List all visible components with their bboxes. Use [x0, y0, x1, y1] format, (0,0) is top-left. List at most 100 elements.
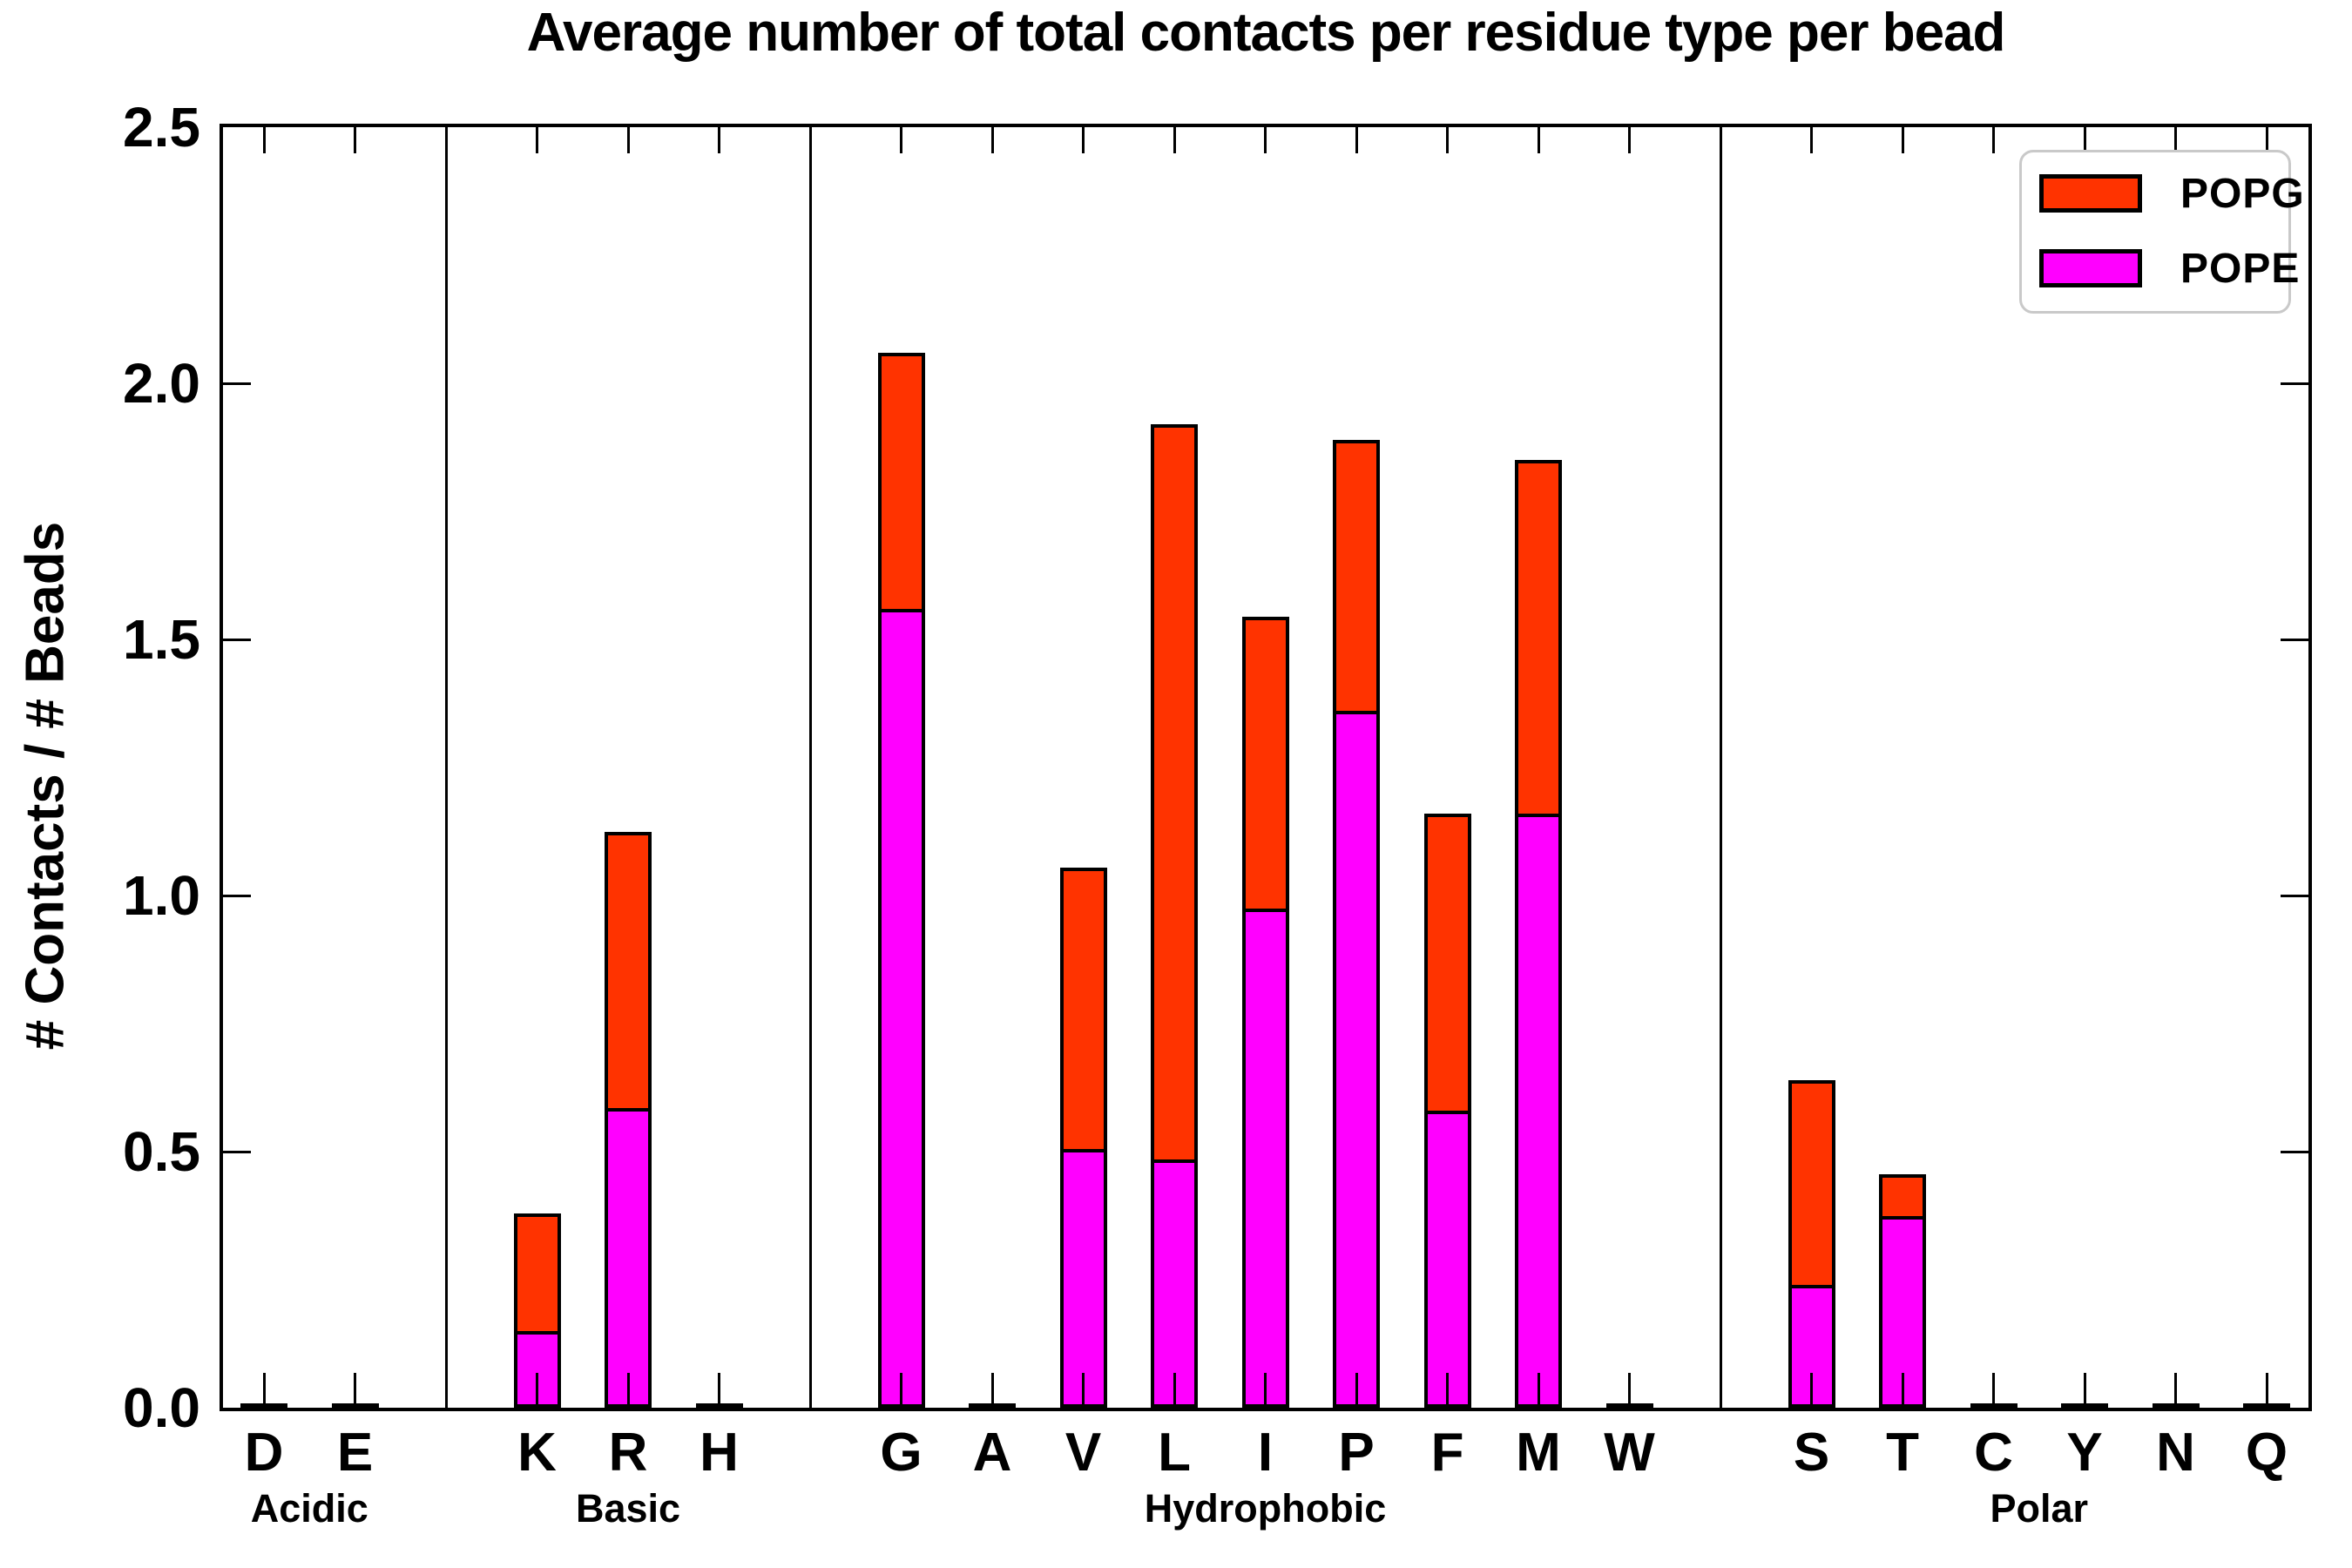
bar-L-pope — [1151, 1159, 1198, 1408]
legend-item-pope: POPE — [2039, 246, 2300, 292]
x-tick-top-P — [1355, 127, 1358, 153]
y-tick-label-0.0: 0.0 — [123, 1376, 200, 1439]
x-label-S: S — [1793, 1423, 1830, 1483]
x-label-W: W — [1604, 1423, 1655, 1483]
bar-R-pope — [605, 1108, 652, 1408]
y-axis-label: # Contacts / # Beads — [15, 521, 76, 1051]
x-label-N: N — [2156, 1423, 2195, 1483]
y-tick-left-1.0 — [223, 894, 251, 897]
x-tick-top-K — [536, 127, 538, 153]
x-tick-bottom-D — [262, 1373, 266, 1408]
group-label-hydrophobic: Hydrophobic — [1144, 1486, 1387, 1531]
bar-P-popg — [1333, 439, 1380, 715]
x-tick-bottom-M — [1537, 1373, 1540, 1408]
y-tick-right-1.5 — [2281, 638, 2308, 641]
bar-V-pope — [1059, 1149, 1107, 1408]
x-label-P: P — [1338, 1423, 1375, 1483]
y-tick-right-1.0 — [2281, 894, 2308, 897]
x-tick-top-D — [262, 127, 266, 153]
x-tick-bottom-P — [1355, 1373, 1358, 1408]
x-tick-bottom-S — [1810, 1373, 1813, 1408]
x-label-Y: Y — [2066, 1423, 2103, 1483]
group-divider — [444, 127, 448, 1408]
x-tick-top-Q — [2265, 127, 2268, 153]
x-tick-top-E — [354, 127, 356, 153]
bar-F-popg — [1423, 813, 1471, 1114]
x-label-E: E — [336, 1423, 374, 1483]
x-label-H: H — [700, 1423, 739, 1483]
bar-V-popg — [1059, 867, 1107, 1153]
x-tick-bottom-R — [626, 1373, 630, 1408]
x-tick-top-A — [990, 127, 994, 153]
x-tick-bottom-T — [1901, 1373, 1904, 1408]
x-label-A: A — [972, 1423, 1012, 1483]
x-tick-top-R — [626, 127, 630, 153]
x-tick-bottom-I — [1264, 1373, 1267, 1408]
x-tick-bottom-N — [2174, 1373, 2177, 1408]
x-tick-top-S — [1810, 127, 1813, 153]
popg-swatch — [2039, 174, 2142, 213]
group-label-acidic: Acidic — [250, 1486, 368, 1531]
y-tick-label-1.0: 1.0 — [123, 864, 200, 927]
y-tick-label-2.5: 2.5 — [123, 96, 200, 159]
x-label-G: G — [880, 1423, 923, 1483]
x-tick-bottom-E — [354, 1373, 356, 1408]
x-tick-top-M — [1537, 127, 1540, 153]
bar-S-popg — [1788, 1079, 1835, 1288]
x-tick-bottom-K — [536, 1373, 538, 1408]
legend: POPG POPE — [2019, 150, 2304, 314]
y-tick-label-2.0: 2.0 — [123, 352, 200, 415]
group-divider — [808, 127, 812, 1408]
bar-P-pope — [1333, 711, 1380, 1408]
plot-area — [220, 124, 2312, 1411]
x-tick-top-Y — [2083, 127, 2086, 153]
x-tick-bottom-H — [718, 1373, 720, 1408]
x-label-Q: Q — [2245, 1423, 2288, 1483]
bar-M-popg — [1515, 460, 1562, 817]
x-label-R: R — [608, 1423, 648, 1483]
bar-G-popg — [877, 352, 925, 612]
x-label-L: L — [1158, 1423, 1191, 1483]
pope-label: POPE — [2180, 245, 2301, 292]
pope-swatch — [2039, 249, 2142, 287]
y-tick-right-0.5 — [2281, 1150, 2308, 1153]
x-label-D: D — [244, 1423, 284, 1483]
x-tick-bottom-W — [1628, 1373, 1631, 1408]
y-tick-label-1.5: 1.5 — [123, 608, 200, 671]
bar-G-pope — [877, 608, 925, 1408]
chart-title: Average number of total contacts per res… — [526, 3, 2006, 63]
x-tick-top-L — [1173, 127, 1176, 153]
y-tick-label-0.5: 0.5 — [123, 1120, 200, 1183]
x-label-K: K — [517, 1423, 557, 1483]
y-tick-left-0.5 — [223, 1150, 251, 1153]
x-tick-bottom-F — [1446, 1373, 1449, 1408]
x-tick-top-H — [718, 127, 720, 153]
popg-label: POPG — [2180, 170, 2305, 217]
x-tick-bottom-Y — [2083, 1373, 2086, 1408]
x-tick-top-I — [1264, 127, 1267, 153]
legend-item-popg: POPG — [2039, 171, 2305, 217]
bar-I-popg — [1241, 616, 1289, 912]
x-label-I: I — [1257, 1423, 1274, 1483]
x-tick-top-G — [900, 127, 902, 153]
x-tick-top-F — [1446, 127, 1449, 153]
x-tick-bottom-C — [1992, 1373, 1995, 1408]
y-tick-right-2.0 — [2281, 382, 2308, 385]
x-label-F: F — [1430, 1423, 1464, 1483]
x-tick-top-N — [2174, 127, 2177, 153]
x-tick-top-V — [1082, 127, 1085, 153]
x-label-V: V — [1064, 1423, 1102, 1483]
group-divider — [1719, 127, 1722, 1408]
y-tick-left-1.5 — [223, 638, 251, 641]
bar-F-pope — [1423, 1110, 1471, 1408]
x-label-C: C — [1974, 1423, 2013, 1483]
x-tick-top-C — [1992, 127, 1995, 153]
y-tick-left-2.0 — [223, 382, 251, 385]
x-tick-bottom-Q — [2265, 1373, 2268, 1408]
x-tick-bottom-L — [1173, 1373, 1176, 1408]
bar-K-popg — [513, 1213, 561, 1335]
x-tick-top-W — [1628, 127, 1631, 153]
x-tick-bottom-V — [1082, 1373, 1085, 1408]
bar-L-popg — [1151, 424, 1198, 1163]
